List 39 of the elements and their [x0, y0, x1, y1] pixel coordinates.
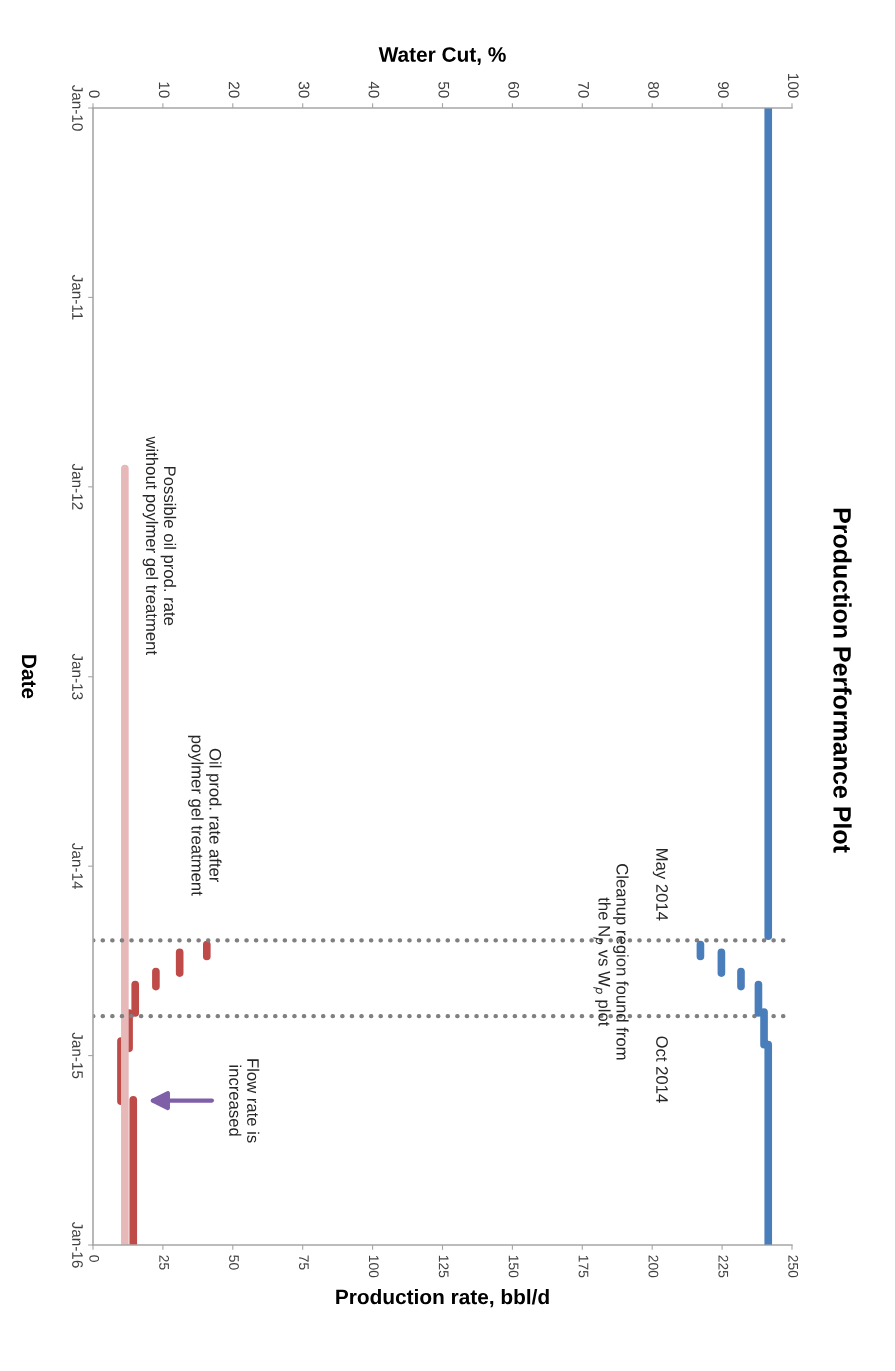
x-tick-label: 100: [368, 1255, 379, 1278]
x2-tick-label: 40: [368, 81, 380, 98]
y-tick-label: Jan-16: [72, 1221, 83, 1268]
x2-tick-label: 100: [787, 73, 799, 98]
y-tick-label: Jan-15: [72, 1032, 83, 1079]
x-tick-label: 50: [229, 1255, 239, 1270]
x2-tick-label: 90: [718, 82, 729, 98]
x-tick-label: 0: [89, 1255, 100, 1262]
x2-tick-label: 70: [578, 82, 590, 98]
y-tick-label: Jan-13: [72, 653, 83, 700]
y-tick-label: Jan-14: [72, 843, 83, 890]
y-tick-label: Jan-12: [72, 463, 83, 510]
x-tick-label: 125: [438, 1255, 449, 1278]
annotation: Oil prod. rate after poylmer gel treatment: [188, 735, 222, 896]
x-tick-label: 225: [718, 1255, 729, 1278]
annotation: Possible oil prod. rate without poylmer gel treatment: [142, 436, 177, 655]
x2-tick-label: 20: [228, 82, 240, 98]
x2-tick-label: 30: [298, 81, 310, 98]
x2-tick-label: 0: [88, 90, 100, 98]
x2-tick-label: 80: [648, 81, 659, 98]
x-tick-label: 250: [788, 1255, 799, 1278]
x2-tick-label: 10: [158, 82, 170, 98]
y-tick-label: Jan-11: [72, 274, 83, 320]
x-tick-label: 75: [298, 1255, 309, 1270]
x-axis-title: Production rate, bbl/d: [336, 1289, 549, 1308]
y-tick-label: Jan-10: [72, 84, 83, 131]
x2-tick-label: 50: [438, 81, 450, 98]
y-axis-title: Date: [21, 655, 37, 699]
x-tick-label: 200: [648, 1255, 659, 1278]
text: Production Performance Plot: [833, 508, 852, 853]
ref-line-label: May 2014: [652, 849, 668, 921]
x-tick-label: 175: [578, 1255, 589, 1278]
x2-axis-title: Water Cut, %: [378, 47, 506, 65]
annotation: Flow rate is increased: [229, 1059, 260, 1143]
x-tick-label: 150: [508, 1255, 519, 1278]
ref-line-label: Oct 2014: [656, 1036, 668, 1103]
annotation: Cleanup region found from the N$_{p}$ vs W$_{p}$ plot: [593, 864, 629, 1060]
x2-tick-label: 60: [508, 82, 520, 98]
x-tick-label: 25: [159, 1255, 170, 1270]
